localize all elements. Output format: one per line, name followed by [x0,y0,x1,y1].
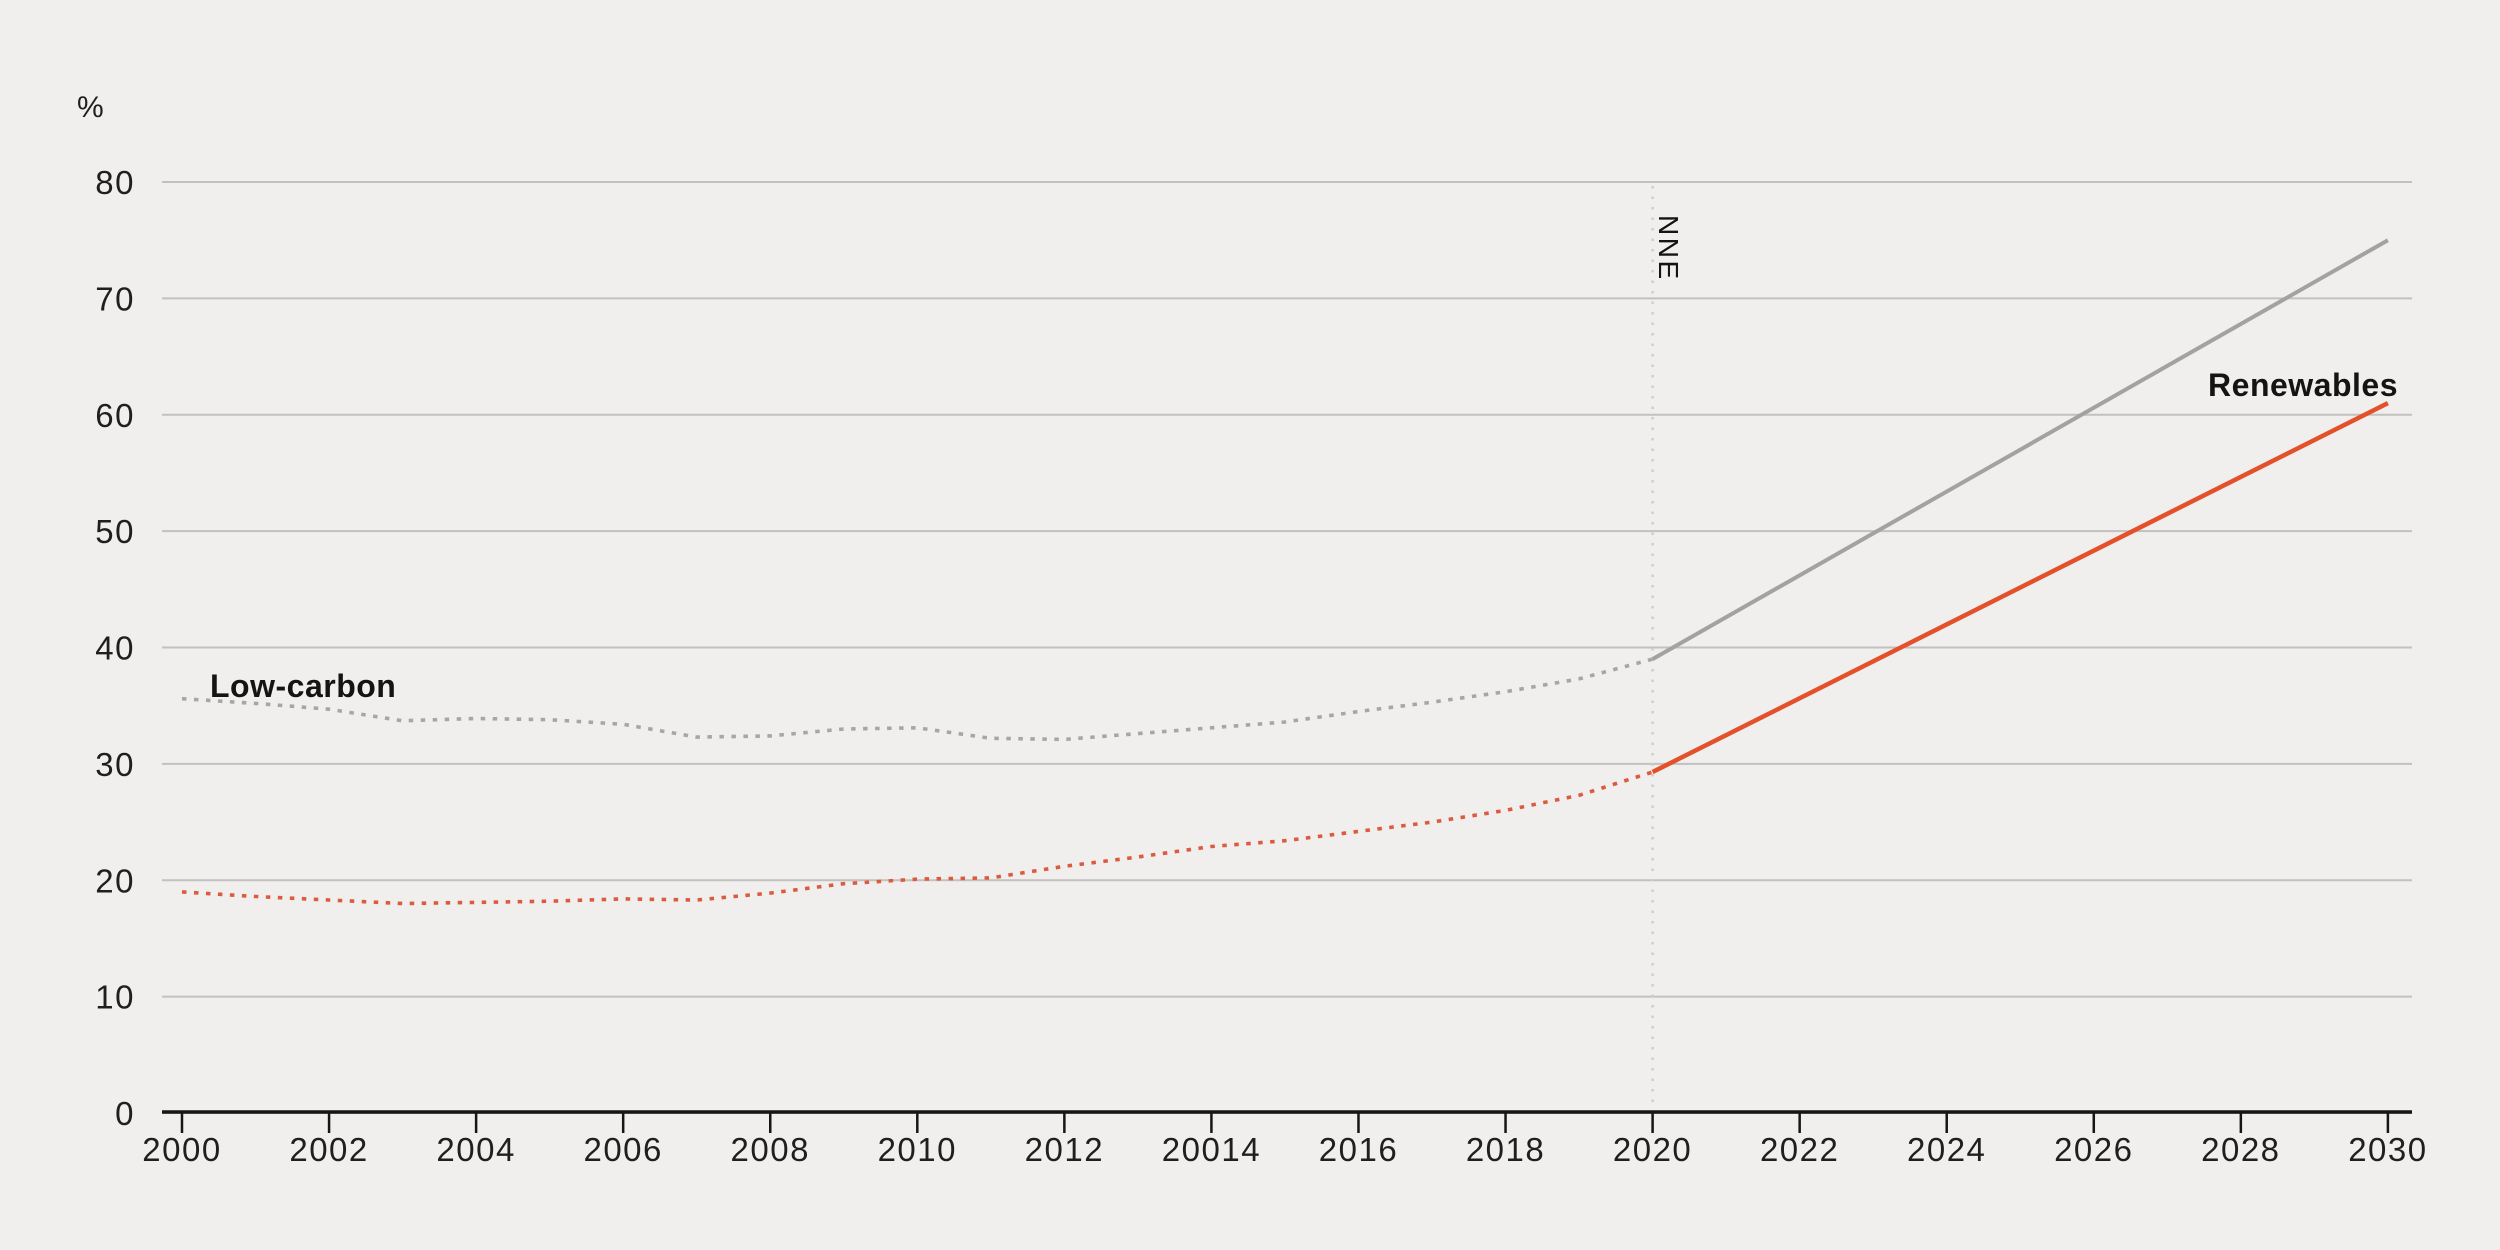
x-tick-label-2002: 2002 [289,1131,368,1168]
series-low-carbon-projection-line [1651,238,2389,661]
x-tick-label-2022: 2022 [1760,1131,1839,1168]
series-label-low-carbon: Low-carbon [210,668,396,704]
gridlines-group: 0 10 20 30 40 50 60 70 80 [95,164,2412,1132]
series-label-renewables: Renewables [2208,367,2398,403]
x-tick-label-2010: 2010 [878,1131,957,1168]
y-tick-label-0: 0 [115,1095,135,1132]
x-tick-label-2000: 2000 [142,1131,221,1168]
x-tick-label-2030: 2030 [2348,1131,2427,1168]
series-low-carbon-historical-line [181,657,1654,742]
x-tick-label-2016: 2016 [1319,1131,1398,1168]
x-tick-label-2026: 2026 [2054,1131,2133,1168]
y-tick-label-10: 10 [95,979,135,1016]
x-tick-label-2014: 20014 [1162,1131,1261,1168]
y-tick-label-40: 40 [95,630,135,667]
series-renewables-projection-line [1651,401,2389,775]
x-axis-group: 2000 2002 2004 2006 2008 2010 2012 20014 2016 201… [142,1110,2427,1168]
x-tick-label-2006: 2006 [583,1131,662,1168]
y-tick-label-80: 80 [95,164,135,201]
y-tick-label-30: 30 [95,746,135,783]
x-tick-label-2012: 2012 [1025,1131,1104,1168]
y-tick-label-60: 60 [95,397,135,434]
annotation-nne-label: NNE [1653,215,1684,282]
labels-layer: % NNE Low-carbon Renewables [77,91,2398,704]
x-tick-label-2008: 2008 [731,1131,810,1168]
x-tick-label-2018: 2018 [1466,1131,1545,1168]
series-renewables-historical-line [181,770,1654,906]
y-tick-label-20: 20 [95,862,135,899]
y-tick-label-50: 50 [95,513,135,550]
x-tick-label-2028: 2028 [2201,1131,2280,1168]
x-tick-label-2024: 2024 [1907,1131,1986,1168]
x-tick-label-2004: 2004 [436,1131,515,1168]
y-tick-label-70: 70 [95,280,135,317]
y-axis-unit-label: % [77,91,105,124]
x-tick-label-2020: 2020 [1613,1131,1692,1168]
